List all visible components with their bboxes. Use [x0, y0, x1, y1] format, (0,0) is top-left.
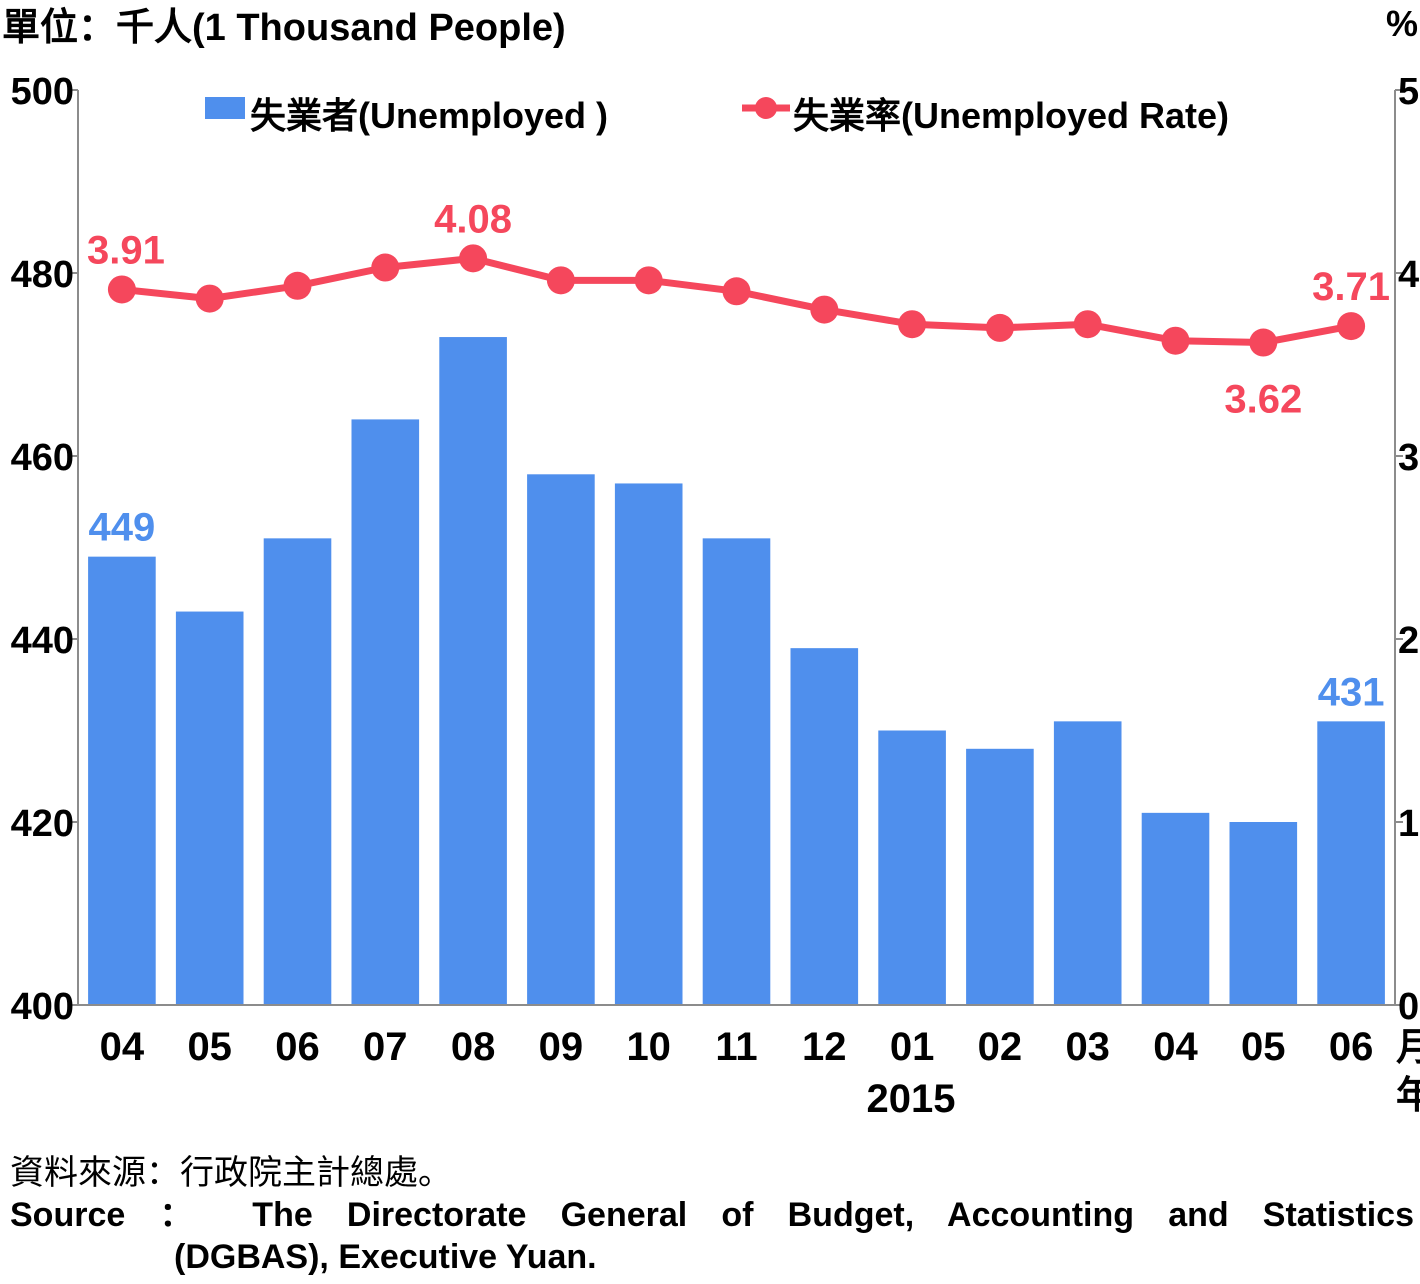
source-en-line1: Source ： The Directorate General of Budg… — [10, 1196, 1414, 1234]
bar-02 — [966, 748, 1034, 1005]
source-note: 資料來源：行政院主計總處。 Source ： The Directorate G… — [10, 1152, 1414, 1278]
left-tick-label: 500 — [11, 71, 74, 113]
rate-marker-01 — [898, 310, 927, 339]
bar-04 — [88, 556, 156, 1005]
rate-marker-06 — [1337, 312, 1366, 341]
rate-marker-08 — [459, 244, 488, 273]
bar-05 — [1229, 822, 1298, 1005]
bar-10 — [614, 483, 683, 1005]
legend-bar-swatch — [205, 97, 245, 119]
right-tick-label: 4 — [1398, 254, 1419, 296]
right-tick-label: 1 — [1398, 803, 1419, 845]
rate-marker-04 — [1161, 326, 1190, 355]
legend-line-marker — [755, 97, 777, 119]
bar-11 — [702, 538, 771, 1005]
bar-06 — [263, 538, 332, 1005]
bar-series — [88, 337, 1385, 1005]
right-tick-label: 5 — [1398, 71, 1419, 113]
bar-01 — [878, 730, 946, 1005]
rate-marker-12 — [810, 295, 839, 324]
rate-marker-09 — [546, 266, 575, 295]
x-tick-label: 11 — [715, 1025, 757, 1069]
x-tick-label: 02 — [978, 1025, 1023, 1069]
x-tick-label: 07 — [363, 1025, 408, 1069]
x-tick-label: 01 — [890, 1025, 935, 1069]
x-tick-label: 10 — [626, 1025, 671, 1069]
source-en-line2: (DGBAS), Executive Yuan. — [174, 1238, 597, 1276]
rate-marker-02 — [985, 313, 1014, 342]
x-tick-label: 05 — [187, 1025, 232, 1069]
left-tick-label: 400 — [11, 986, 74, 1028]
year-label: 2015 — [867, 1077, 956, 1121]
data-labels: 449 431 3.91 4.08 3.62 3.71 — [87, 197, 1390, 714]
rate-data-label: 3.71 — [1312, 265, 1390, 309]
x-tick-label: 08 — [451, 1025, 496, 1069]
bar-data-label: 449 — [89, 506, 156, 550]
bar-06 — [1317, 721, 1385, 1005]
rate-marker-06 — [283, 271, 312, 300]
bar-09 — [527, 474, 595, 1005]
rate-marker-10 — [634, 266, 663, 295]
bar-07 — [351, 419, 420, 1005]
x-tick-label: 06 — [1329, 1025, 1374, 1069]
x-tick-label: 09 — [539, 1025, 584, 1069]
x-tick-label: 12 — [802, 1025, 847, 1069]
line-series — [107, 244, 1366, 357]
left-tick-label: 440 — [11, 620, 74, 662]
bar-data-label: 431 — [1318, 670, 1385, 714]
x-tick-label: 06 — [275, 1025, 320, 1069]
x-tick-label: 05 — [1241, 1025, 1286, 1069]
left-unit-label: 單位：千人(1 Thousand People) — [2, 7, 566, 49]
right-tick-label: 2 — [1398, 620, 1419, 662]
rate-marker-07 — [371, 253, 400, 282]
bar-04 — [1141, 812, 1210, 1005]
unemployment-chart: 單位：千人(1 Thousand People) % 4004204404604… — [2, 3, 1420, 1121]
left-tick-label: 420 — [11, 803, 74, 845]
left-tick-label: 480 — [11, 254, 74, 296]
rate-marker-04 — [107, 275, 136, 304]
rate-data-label: 4.08 — [434, 197, 512, 241]
right-tick-label: 0 — [1398, 986, 1419, 1028]
legend-bar-label: 失業者(Unemployed ) — [250, 95, 608, 136]
bar-08 — [439, 337, 507, 1005]
rate-data-label: 3.91 — [87, 228, 165, 272]
left-tick-label: 460 — [11, 437, 74, 479]
x-unit-month: 月 — [1396, 1027, 1420, 1069]
x-tick-label: 04 — [100, 1025, 145, 1069]
right-unit-label: % — [1386, 3, 1418, 44]
x-tick-label: 04 — [1153, 1025, 1198, 1069]
x-unit-year: 年 — [1396, 1075, 1420, 1117]
bar-05 — [175, 611, 244, 1005]
source-zh: 資料來源：行政院主計總處。 — [10, 1154, 452, 1192]
x-tick-label: 03 — [1065, 1025, 1110, 1069]
rate-data-label: 3.62 — [1224, 378, 1302, 422]
right-tick-label: 3 — [1398, 437, 1419, 479]
bar-03 — [1053, 721, 1122, 1005]
rate-marker-05 — [195, 284, 224, 313]
bar-12 — [790, 648, 859, 1005]
rate-marker-05 — [1249, 328, 1278, 357]
legend: 失業者(Unemployed ) 失業率(Unemployed Rate) — [205, 95, 1229, 136]
rate-marker-11 — [722, 277, 751, 306]
legend-line-label: 失業率(Unemployed Rate) — [793, 95, 1229, 136]
rate-marker-03 — [1073, 310, 1102, 339]
